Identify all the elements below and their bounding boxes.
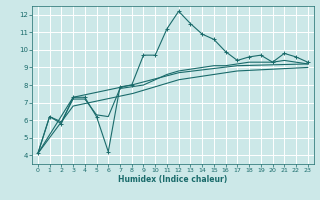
X-axis label: Humidex (Indice chaleur): Humidex (Indice chaleur): [118, 175, 228, 184]
